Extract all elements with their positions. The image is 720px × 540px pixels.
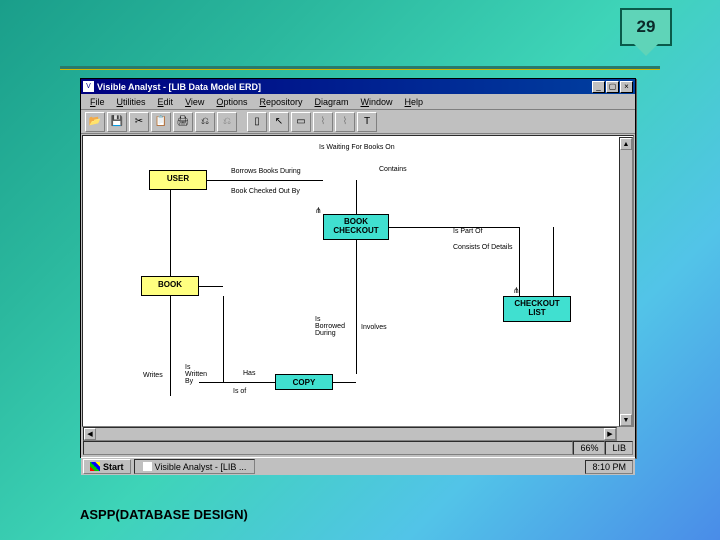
erd-line [170,296,171,396]
windows-flag-icon [90,462,100,471]
select-tool-icon[interactable]: ▯ [247,112,267,132]
label-has: Has [243,370,255,377]
toolbar: 📂 💾 ✂ 📋 🖨 ⎌ ⎌ ▯ ↖ ▭ ⌇ ⌇ T [81,110,635,134]
erd-line [553,227,554,296]
entity-user[interactable]: USER [149,170,207,190]
pointer-tool-icon[interactable]: ↖ [269,112,289,132]
label-isof: Is of [233,388,246,395]
erd-line [356,180,357,214]
label-writes: Writes [143,372,163,379]
divider-accent [60,69,660,70]
undo-icon[interactable]: ⎌ [195,112,215,132]
entity-copy[interactable]: COPY [275,374,333,390]
app-icon [143,462,152,471]
start-button[interactable]: Start [83,459,131,474]
relation2-tool-icon[interactable]: ⌇ [335,112,355,132]
taskbar: Start Visible Analyst - [LIB ... 8:10 PM [81,457,635,475]
statusbar: 66% LIB [83,441,633,455]
erd-line [333,382,356,383]
menu-options[interactable]: Options [211,96,252,108]
taskbar-app-label: Visible Analyst - [LIB ... [155,462,247,472]
app-window: V Visible Analyst - [LIB Data Model ERD]… [80,78,636,458]
erd-line [207,180,323,181]
entity-checkout-list[interactable]: CHECKOUT LIST [503,296,571,322]
menu-utilities[interactable]: Utilities [112,96,151,108]
label-borrows: Borrows Books During [231,168,301,175]
app-icon: V [83,81,94,92]
scroll-up-icon[interactable]: ▲ [620,138,632,150]
menu-file[interactable]: File [85,96,110,108]
paste-icon[interactable]: 📋 [151,112,171,132]
erd-line [223,296,224,382]
horizontal-scrollbar[interactable]: ◀ ▶ [83,427,617,441]
label-partof: Is Part Of [453,228,483,235]
slide-footer: ASPP(DATABASE DESIGN) [80,507,248,522]
erd-canvas[interactable]: Is Waiting For Books On Borrows Books Du… [82,135,634,427]
entity-book-checkout[interactable]: BOOK CHECKOUT [323,214,389,240]
maximize-button[interactable]: ▢ [606,81,619,93]
erd-line [356,240,357,374]
scroll-right-icon[interactable]: ▶ [604,428,616,440]
label-borrowed: Is Borrowed During [315,316,345,337]
label-contains: Contains [379,166,407,173]
menu-window[interactable]: Window [356,96,398,108]
label-waiting: Is Waiting For Books On [319,144,395,151]
erd-line [389,227,519,228]
label-checkedby: Book Checked Out By [231,188,300,195]
erd-line [170,190,171,276]
vertical-scrollbar[interactable]: ▲ ▼ [619,137,633,427]
entity-book[interactable]: BOOK [141,276,199,296]
erd-line [199,382,275,383]
label-consists: Consists Of Details [453,244,513,251]
minimize-button[interactable]: _ [592,81,605,93]
menu-view[interactable]: View [180,96,209,108]
scroll-left-icon[interactable]: ◀ [84,428,96,440]
save-icon[interactable]: 💾 [107,112,127,132]
redo-icon[interactable]: ⎌ [217,112,237,132]
crowfoot-icon: ⋔ [315,206,322,215]
menu-edit[interactable]: Edit [153,96,179,108]
page-number-badge: 29 [620,8,672,46]
crowfoot-icon: ⋔ [513,286,520,295]
erd-line [199,286,223,287]
menu-help[interactable]: Help [400,96,429,108]
label-involves: Involves [361,324,387,331]
menubar: File Utilities Edit View Options Reposit… [81,94,635,110]
menu-repository[interactable]: Repository [254,96,307,108]
taskbar-app-button[interactable]: Visible Analyst - [LIB ... [134,459,256,474]
text-tool-icon[interactable]: T [357,112,377,132]
titlebar: V Visible Analyst - [LIB Data Model ERD]… [81,79,635,94]
status-zoom: 66% [573,441,605,455]
relation-tool-icon[interactable]: ⌇ [313,112,333,132]
system-tray-clock: 8:10 PM [585,460,633,474]
page-number: 29 [637,17,656,37]
cut-icon[interactable]: ✂ [129,112,149,132]
close-button[interactable]: × [620,81,633,93]
menu-diagram[interactable]: Diagram [310,96,354,108]
window-title: Visible Analyst - [LIB Data Model ERD] [97,82,592,92]
open-icon[interactable]: 📂 [85,112,105,132]
start-label: Start [103,462,124,472]
print-icon[interactable]: 🖨 [173,112,193,132]
scroll-down-icon[interactable]: ▼ [620,414,632,426]
status-project: LIB [605,441,633,455]
entity-tool-icon[interactable]: ▭ [291,112,311,132]
